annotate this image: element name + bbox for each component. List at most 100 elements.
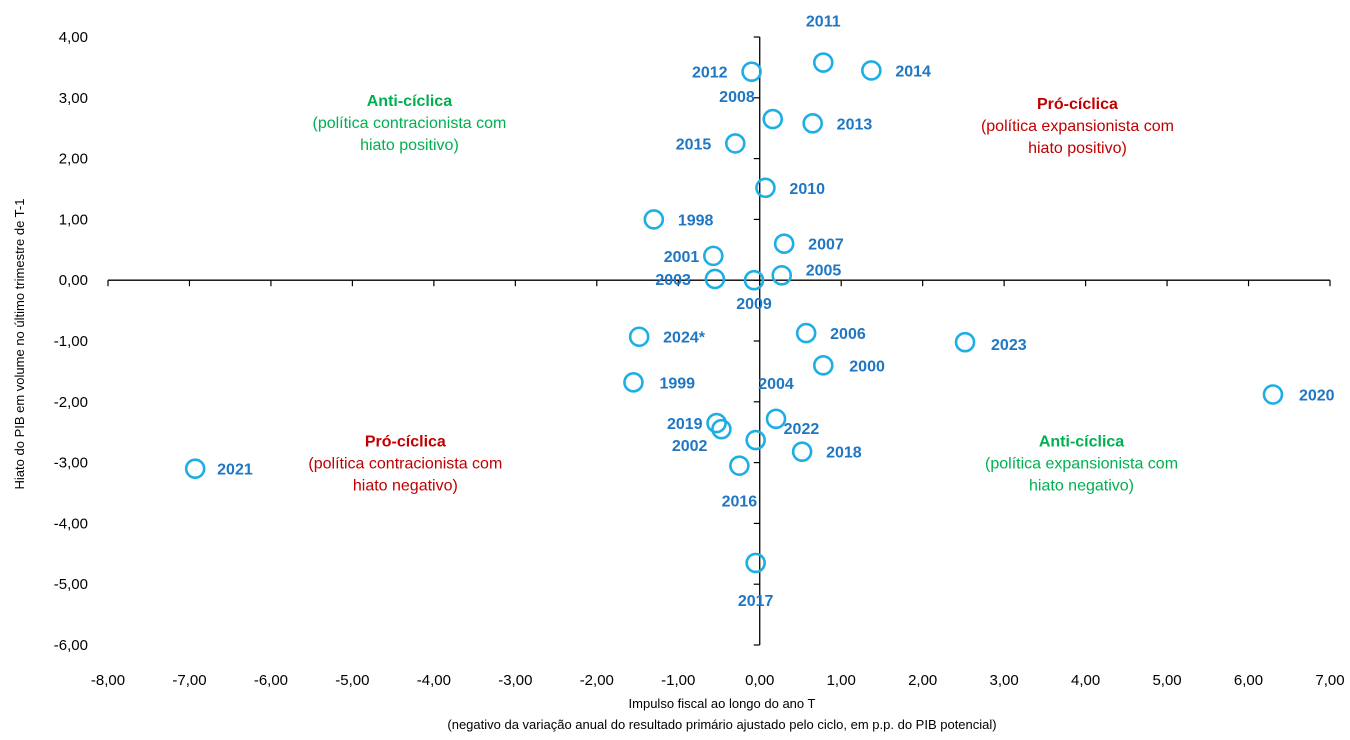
point-label: 2013: [837, 116, 873, 133]
data-point-2006: 2006: [795, 322, 866, 344]
data-point-2015: 2015: [676, 133, 746, 154]
point-label: 2021: [217, 462, 253, 479]
point-label: 2011: [806, 14, 841, 31]
data-point-2021: 2021: [184, 458, 253, 479]
data-point-2001: 2001: [664, 245, 724, 267]
point-label: 2008: [719, 89, 755, 106]
y-tick-label: 3,00: [59, 90, 88, 107]
data-point-2017: 2017: [738, 552, 774, 610]
point-marker: [706, 412, 727, 434]
x-tick-label: -6,00: [254, 672, 288, 689]
point-marker: [729, 455, 750, 476]
data-point-2012: 2012: [692, 61, 762, 82]
data-point-2005: 2005: [771, 262, 841, 286]
data-point-1999: 1999: [623, 372, 695, 393]
point-marker: [1262, 384, 1284, 405]
data-point-2016: 2016: [722, 455, 758, 511]
point-marker: [812, 355, 834, 376]
point-marker: [743, 269, 765, 291]
point-marker: [771, 265, 793, 286]
x-tick-label: -8,00: [91, 672, 125, 689]
data-point-2004: 2004: [758, 376, 794, 430]
x-axis-ticks: -8,00 -7,00 -6,00 -5,00 -4,00 -3,00 -2,00 -1,00…: [91, 280, 1345, 689]
data-point-2010: 2010: [755, 177, 825, 199]
point-label: 2015: [676, 136, 712, 153]
data-point-2011: 2011: [806, 14, 841, 73]
quadrant-desc-line1: (política contracionista com: [312, 115, 506, 132]
point-marker: [628, 326, 650, 348]
quadrant-desc-line1: (política contracionista com: [308, 456, 502, 473]
point-marker: [765, 408, 787, 430]
x-tick-label: -3,00: [498, 672, 532, 689]
point-marker: [745, 429, 766, 451]
point-marker: [643, 209, 665, 230]
x-tick-label: -7,00: [172, 672, 206, 689]
y-tick-label: 0,00: [59, 272, 88, 289]
data-point-2008: 2008: [719, 89, 784, 130]
x-tick-label: -5,00: [335, 672, 369, 689]
point-label: 2004: [758, 376, 794, 393]
point-label: 2006: [830, 326, 866, 343]
data-point-2014: 2014: [861, 60, 931, 81]
point-label: 1999: [659, 375, 695, 392]
y-tick-label: -2,00: [54, 394, 88, 411]
x-tick-label: 3,00: [990, 672, 1019, 689]
quadrant-title: Anti-cíclica: [367, 93, 452, 110]
data-point-2018: 2018: [791, 441, 862, 462]
point-marker: [773, 233, 795, 255]
data-point-1998: 1998: [643, 209, 714, 230]
quadrant-note: Pró-cíclica (política expansionista com hi…: [981, 96, 1174, 157]
x-tick-label: -4,00: [417, 672, 451, 689]
y-axis-ticks: 4,00 3,00 2,00 1,00 0,00 -1,00 -2,00 -3,00 -4,00…: [54, 29, 760, 654]
data-point-2007: 2007: [773, 233, 844, 255]
y-tick-label: -5,00: [54, 576, 88, 593]
x-tick-label: 1,00: [827, 672, 856, 689]
point-label: 2023: [991, 337, 1027, 354]
point-label: 2017: [738, 593, 774, 610]
quadrant-note: Anti-cíclica (política expansionista com h…: [985, 434, 1178, 495]
x-tick-label: -1,00: [661, 672, 695, 689]
point-label: 2009: [736, 296, 772, 313]
point-marker: [791, 441, 813, 462]
quadrant-title: Anti-cíclica: [1039, 434, 1124, 451]
point-label: 2002: [672, 438, 708, 455]
y-tick-label: -6,00: [54, 637, 88, 654]
x-tick-label: 2,00: [908, 672, 937, 689]
x-tick-label: 7,00: [1315, 672, 1344, 689]
point-marker: [812, 52, 834, 73]
point-label: 2024*: [663, 330, 706, 347]
quadrant-title: Pró-cíclica: [1037, 96, 1118, 113]
point-label: 2022: [784, 421, 820, 438]
point-marker: [802, 113, 823, 134]
quadrant-desc-line2: hiato negativo): [353, 478, 458, 495]
data-points: 1998 1999 2000 2001 2002 2003 2004 2005 2006 2007…: [184, 14, 1335, 610]
y-tick-label: 4,00: [59, 29, 88, 46]
quadrant-desc-line1: (política expansionista com: [981, 118, 1174, 135]
point-label: 1998: [678, 212, 714, 229]
point-marker: [861, 60, 882, 81]
quadrant-title: Pró-cíclica: [365, 434, 446, 451]
point-label: 2016: [722, 494, 758, 511]
quadrant-note: Anti-cíclica (política contracionista com…: [312, 93, 506, 154]
point-marker: [745, 552, 766, 574]
data-point-2002: 2002: [672, 418, 732, 455]
data-point-2000: 2000: [812, 355, 885, 376]
data-point-2020: 2020: [1262, 384, 1335, 405]
point-label: 2019: [667, 416, 703, 433]
quadrant-desc-line2: hiato positivo): [1028, 140, 1127, 157]
point-marker: [724, 133, 746, 154]
data-point-2023: 2023: [954, 331, 1027, 354]
point-label: 2000: [849, 358, 885, 375]
point-marker: [741, 61, 762, 82]
point-label: 2010: [789, 181, 825, 198]
point-marker: [762, 108, 784, 130]
x-axis-title: Impulso fiscal ao longo do ano T: [629, 696, 816, 711]
y-axis-title: Hiato do PIB em volume no último trimest…: [12, 199, 27, 490]
data-point-2022: 2022: [745, 421, 820, 451]
point-marker: [711, 418, 732, 440]
data-point-2019: 2019: [667, 412, 727, 434]
x-axis-subtitle: (negativo da variação anual do resultado…: [447, 717, 996, 732]
y-tick-label: -1,00: [54, 333, 88, 350]
quadrant-desc-line2: hiato negativo): [1029, 478, 1134, 495]
